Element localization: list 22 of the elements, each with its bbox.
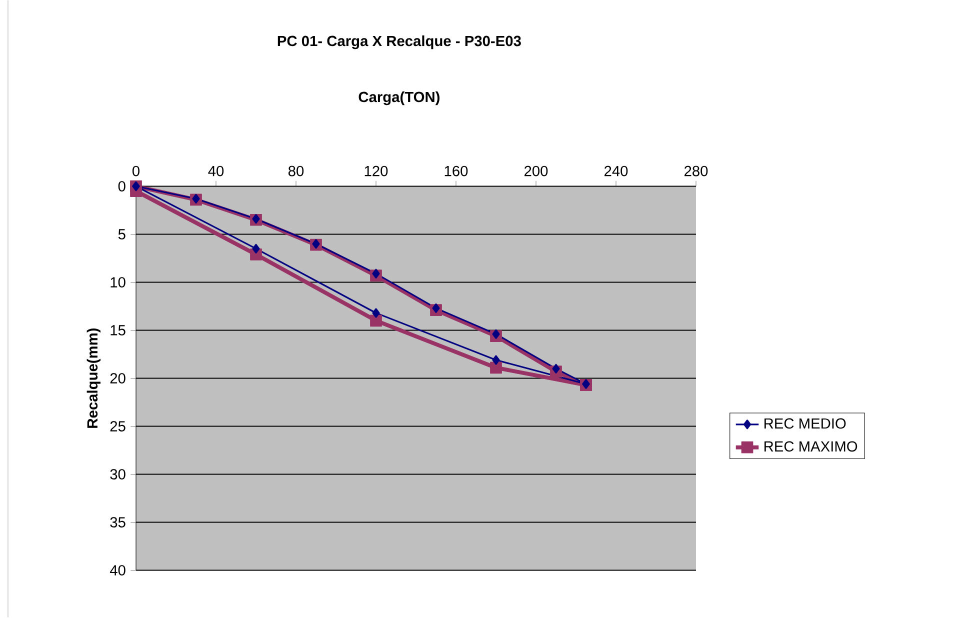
x-tick-label: 0 [132, 166, 140, 176]
y-tick-label: 30 [110, 469, 126, 480]
y-tick-label: 25 [110, 421, 126, 432]
y-axis-title: Recalque(mm) [86, 328, 100, 428]
x-tick-label: 40 [208, 166, 224, 176]
chart-title: PC 01- Carga X Recalque - P30-E03 [278, 36, 521, 50]
y-tick-label: 5 [118, 229, 126, 240]
y-tick-label: 15 [110, 325, 126, 336]
y-tick-label: 10 [110, 277, 126, 288]
x-tick-label: 120 [364, 166, 388, 176]
legend-label: REC MEDIO [764, 418, 846, 429]
x-tick-label: 160 [444, 166, 468, 176]
y-tick-label: 20 [110, 373, 126, 384]
x-tick-label: 240 [604, 166, 628, 176]
y-tick-label: 0 [118, 181, 126, 192]
x-tick-label: 280 [684, 166, 708, 176]
x-tick-label: 200 [524, 166, 548, 176]
x-axis-title: Carga(TON) [358, 92, 440, 106]
y-tick-label: 40 [110, 565, 126, 576]
y-tick-label: 35 [110, 517, 126, 528]
legend-label: REC MAXIMO [764, 441, 858, 452]
x-tick-label: 80 [288, 166, 304, 176]
